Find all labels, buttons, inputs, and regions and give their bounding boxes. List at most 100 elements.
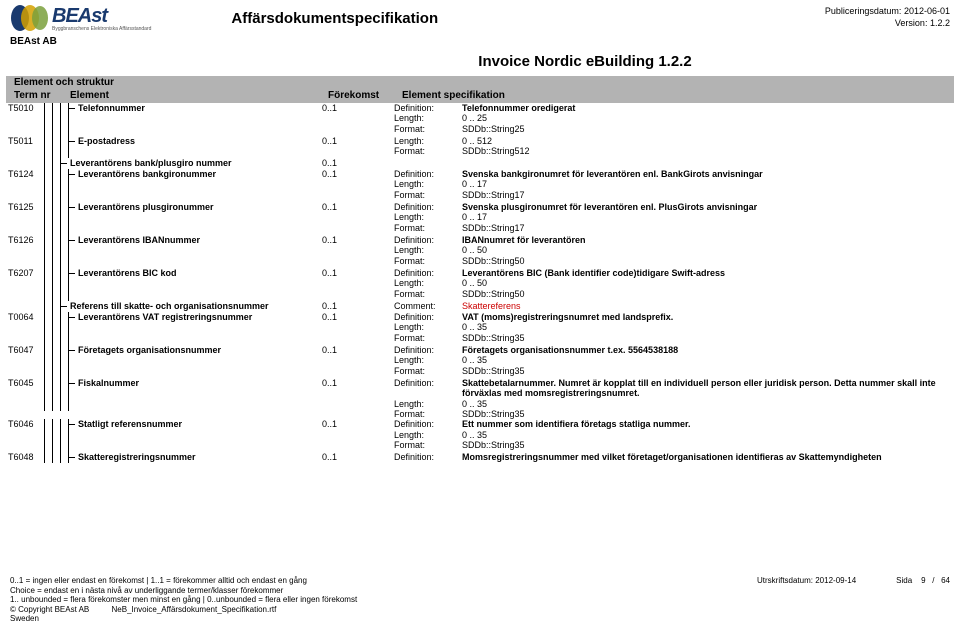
spec-key: Length: — [394, 322, 462, 332]
spec-cell: Definition:Telefonnummer oredigeratLengt… — [394, 103, 954, 136]
page-label: Sida — [896, 576, 912, 585]
tree-cell: Fiskalnummer — [44, 378, 322, 411]
spec-value: SDDb::String512 — [462, 146, 954, 156]
header-title: Affärsdokumentspecifikation — [231, 10, 438, 27]
term-nr: T6124 — [6, 169, 44, 202]
spec-key: Definition: — [394, 452, 462, 462]
spec-value: Momsregistreringsnummer med vilket föret… — [462, 452, 954, 462]
logo-text: BEAst — [52, 5, 151, 28]
spec-key: Format: — [394, 440, 462, 450]
forekomst: 0..1 — [322, 452, 394, 463]
rows-container: T5010Telefonnummer0..1Definition:Telefon… — [6, 103, 954, 463]
spec-key: Format: — [394, 190, 462, 200]
spec-value: Svenska bankgironumret för leverantören … — [462, 169, 954, 179]
logo: BEAst Byggbranschens Elektroniska Affärs… — [10, 4, 151, 32]
tree-cell: Leverantörens bankgironummer — [44, 169, 322, 202]
col-spec: Element specifikation — [402, 90, 946, 101]
spec-value: 0 .. 17 — [462, 212, 954, 222]
tree-cell: Leverantörens IBANnummer — [44, 235, 322, 268]
spec-key: Definition: — [394, 419, 462, 429]
spec-value: SDDb::String17 — [462, 190, 954, 200]
spec-value: Skattebetalarnummer. Numret är kopplat t… — [462, 378, 954, 399]
spec-key: Definition: — [394, 268, 462, 278]
table-row: T0064Leverantörens VAT registreringsnumm… — [6, 312, 954, 345]
spec-value: SDDb::String35 — [462, 333, 954, 343]
spec-cell: Comment:Skattereferens — [394, 301, 954, 312]
element-label: Fiskalnummer — [76, 378, 139, 411]
footer-l5: Sweden — [10, 614, 757, 624]
col-termnr: Term nr — [14, 90, 70, 101]
forekomst: 0..1 — [322, 301, 394, 312]
term-nr: T6047 — [6, 345, 44, 378]
spec-value: Telefonnummer oredigerat — [462, 103, 954, 113]
term-nr: T6126 — [6, 235, 44, 268]
table-row: T6207 Leverantörens BIC kod 0..1Definition… — [6, 268, 954, 301]
footer-l4: © Copyright BEAst AB — [10, 605, 89, 614]
spec-key: Definition: — [394, 312, 462, 322]
company-name: BEAst AB — [0, 34, 960, 51]
spec-cell: Definition:VAT (moms)registreringsnumret… — [394, 312, 954, 345]
table-row: T6048Skatteregistreringsnummer0..1Defini… — [6, 452, 954, 463]
spec-key: Definition: — [394, 378, 462, 399]
element-label: Leverantörens BIC kod — [76, 268, 177, 301]
spec-value: SDDb::String25 — [462, 124, 954, 134]
table-row: T6046Statligt referensnummer0..1Definiti… — [6, 419, 954, 452]
forekomst: 0..1 — [322, 169, 394, 202]
term-nr — [6, 158, 44, 169]
element-label: Leverantörens bankgironummer — [76, 169, 216, 202]
tree-cell: Statligt referensnummer — [44, 419, 322, 452]
tree-cell: E-postadress — [44, 136, 322, 158]
col-element: Element — [70, 90, 328, 101]
tree-cell: Skatteregistreringsnummer — [44, 452, 322, 463]
spec-key: Length: — [394, 355, 462, 365]
term-nr: T6045 — [6, 378, 44, 419]
pub-date: 2012-06-01 — [904, 6, 950, 16]
spec-cell — [394, 158, 954, 169]
spec-value: 0 .. 17 — [462, 179, 954, 189]
spec-cell: Definition:Svenska plusgironumret för le… — [394, 202, 954, 235]
table-row: T5011E-postadress0..1Length:0 .. 512Form… — [6, 136, 954, 158]
spec-value: Skattereferens — [462, 301, 954, 311]
spec-key: Length: — [394, 399, 462, 409]
spec-value: SDDb::String17 — [462, 223, 954, 233]
footer-left: 0..1 = ingen eller endast en förekomst |… — [10, 576, 757, 624]
logo-mark — [10, 4, 48, 32]
forekomst: 0..1 — [322, 103, 394, 136]
spec-cell: Definition:Ett nummer som identifiera fö… — [394, 419, 954, 452]
spec-key: Length: — [394, 179, 462, 189]
spec-key: Length: — [394, 136, 462, 146]
tree-cell: Leverantörens BIC kod — [44, 268, 322, 301]
spec-value: Leverantörens BIC (Bank identifier code)… — [462, 268, 954, 278]
forekomst: 0..1 — [322, 158, 394, 169]
footer-l4b: NeB_Invoice_Affärsdokument_Specifikation… — [112, 605, 277, 614]
spec-key: Definition: — [394, 202, 462, 212]
table-row: Referens till skatte- och organisationsn… — [6, 301, 954, 312]
footer: 0..1 = ingen eller endast en förekomst |… — [10, 576, 950, 624]
forekomst: 0..1 — [322, 136, 394, 158]
table-row: T6047Företagets organisationsnummer0..1D… — [6, 345, 954, 378]
element-label: Leverantörens VAT registreringsnummer — [76, 312, 252, 345]
table-row: T5010Telefonnummer0..1Definition:Telefon… — [6, 103, 954, 136]
term-nr: T5010 — [6, 103, 44, 136]
term-nr: T5011 — [6, 136, 44, 158]
section-header: Term nr Element Förekomst Element specif… — [6, 88, 954, 103]
ver-label: Version: — [895, 18, 928, 28]
spec-cell: Length:0 .. 512Format:SDDb::String512 — [394, 136, 954, 158]
spec-key: Length: — [394, 278, 462, 288]
logo-subtitle: Byggbranschens Elektroniska Affärsstanda… — [52, 26, 151, 32]
forekomst: 0..1 — [322, 202, 394, 235]
spec-key: Definition: — [394, 169, 462, 179]
doc-title: Invoice Nordic eBuilding 1.2.2 — [210, 53, 960, 70]
spec-value: SDDb::String35 — [462, 366, 954, 376]
forekomst: 0..1 — [322, 235, 394, 268]
table-row: T6045Fiskalnummer0..1Definition:Skattebe… — [6, 378, 954, 419]
spec-value: 0 .. 35 — [462, 399, 954, 409]
term-nr: T6207 — [6, 268, 44, 301]
footer-l1: 0..1 = ingen eller endast en förekomst |… — [10, 576, 757, 586]
spec-value: Ett nummer som identifiera företags stat… — [462, 419, 954, 429]
element-label: Skatteregistreringsnummer — [76, 452, 196, 463]
forekomst: 0..1 — [322, 268, 394, 301]
spec-key: Format: — [394, 333, 462, 343]
term-nr: T6125 — [6, 202, 44, 235]
spec-key: Comment: — [394, 301, 462, 311]
